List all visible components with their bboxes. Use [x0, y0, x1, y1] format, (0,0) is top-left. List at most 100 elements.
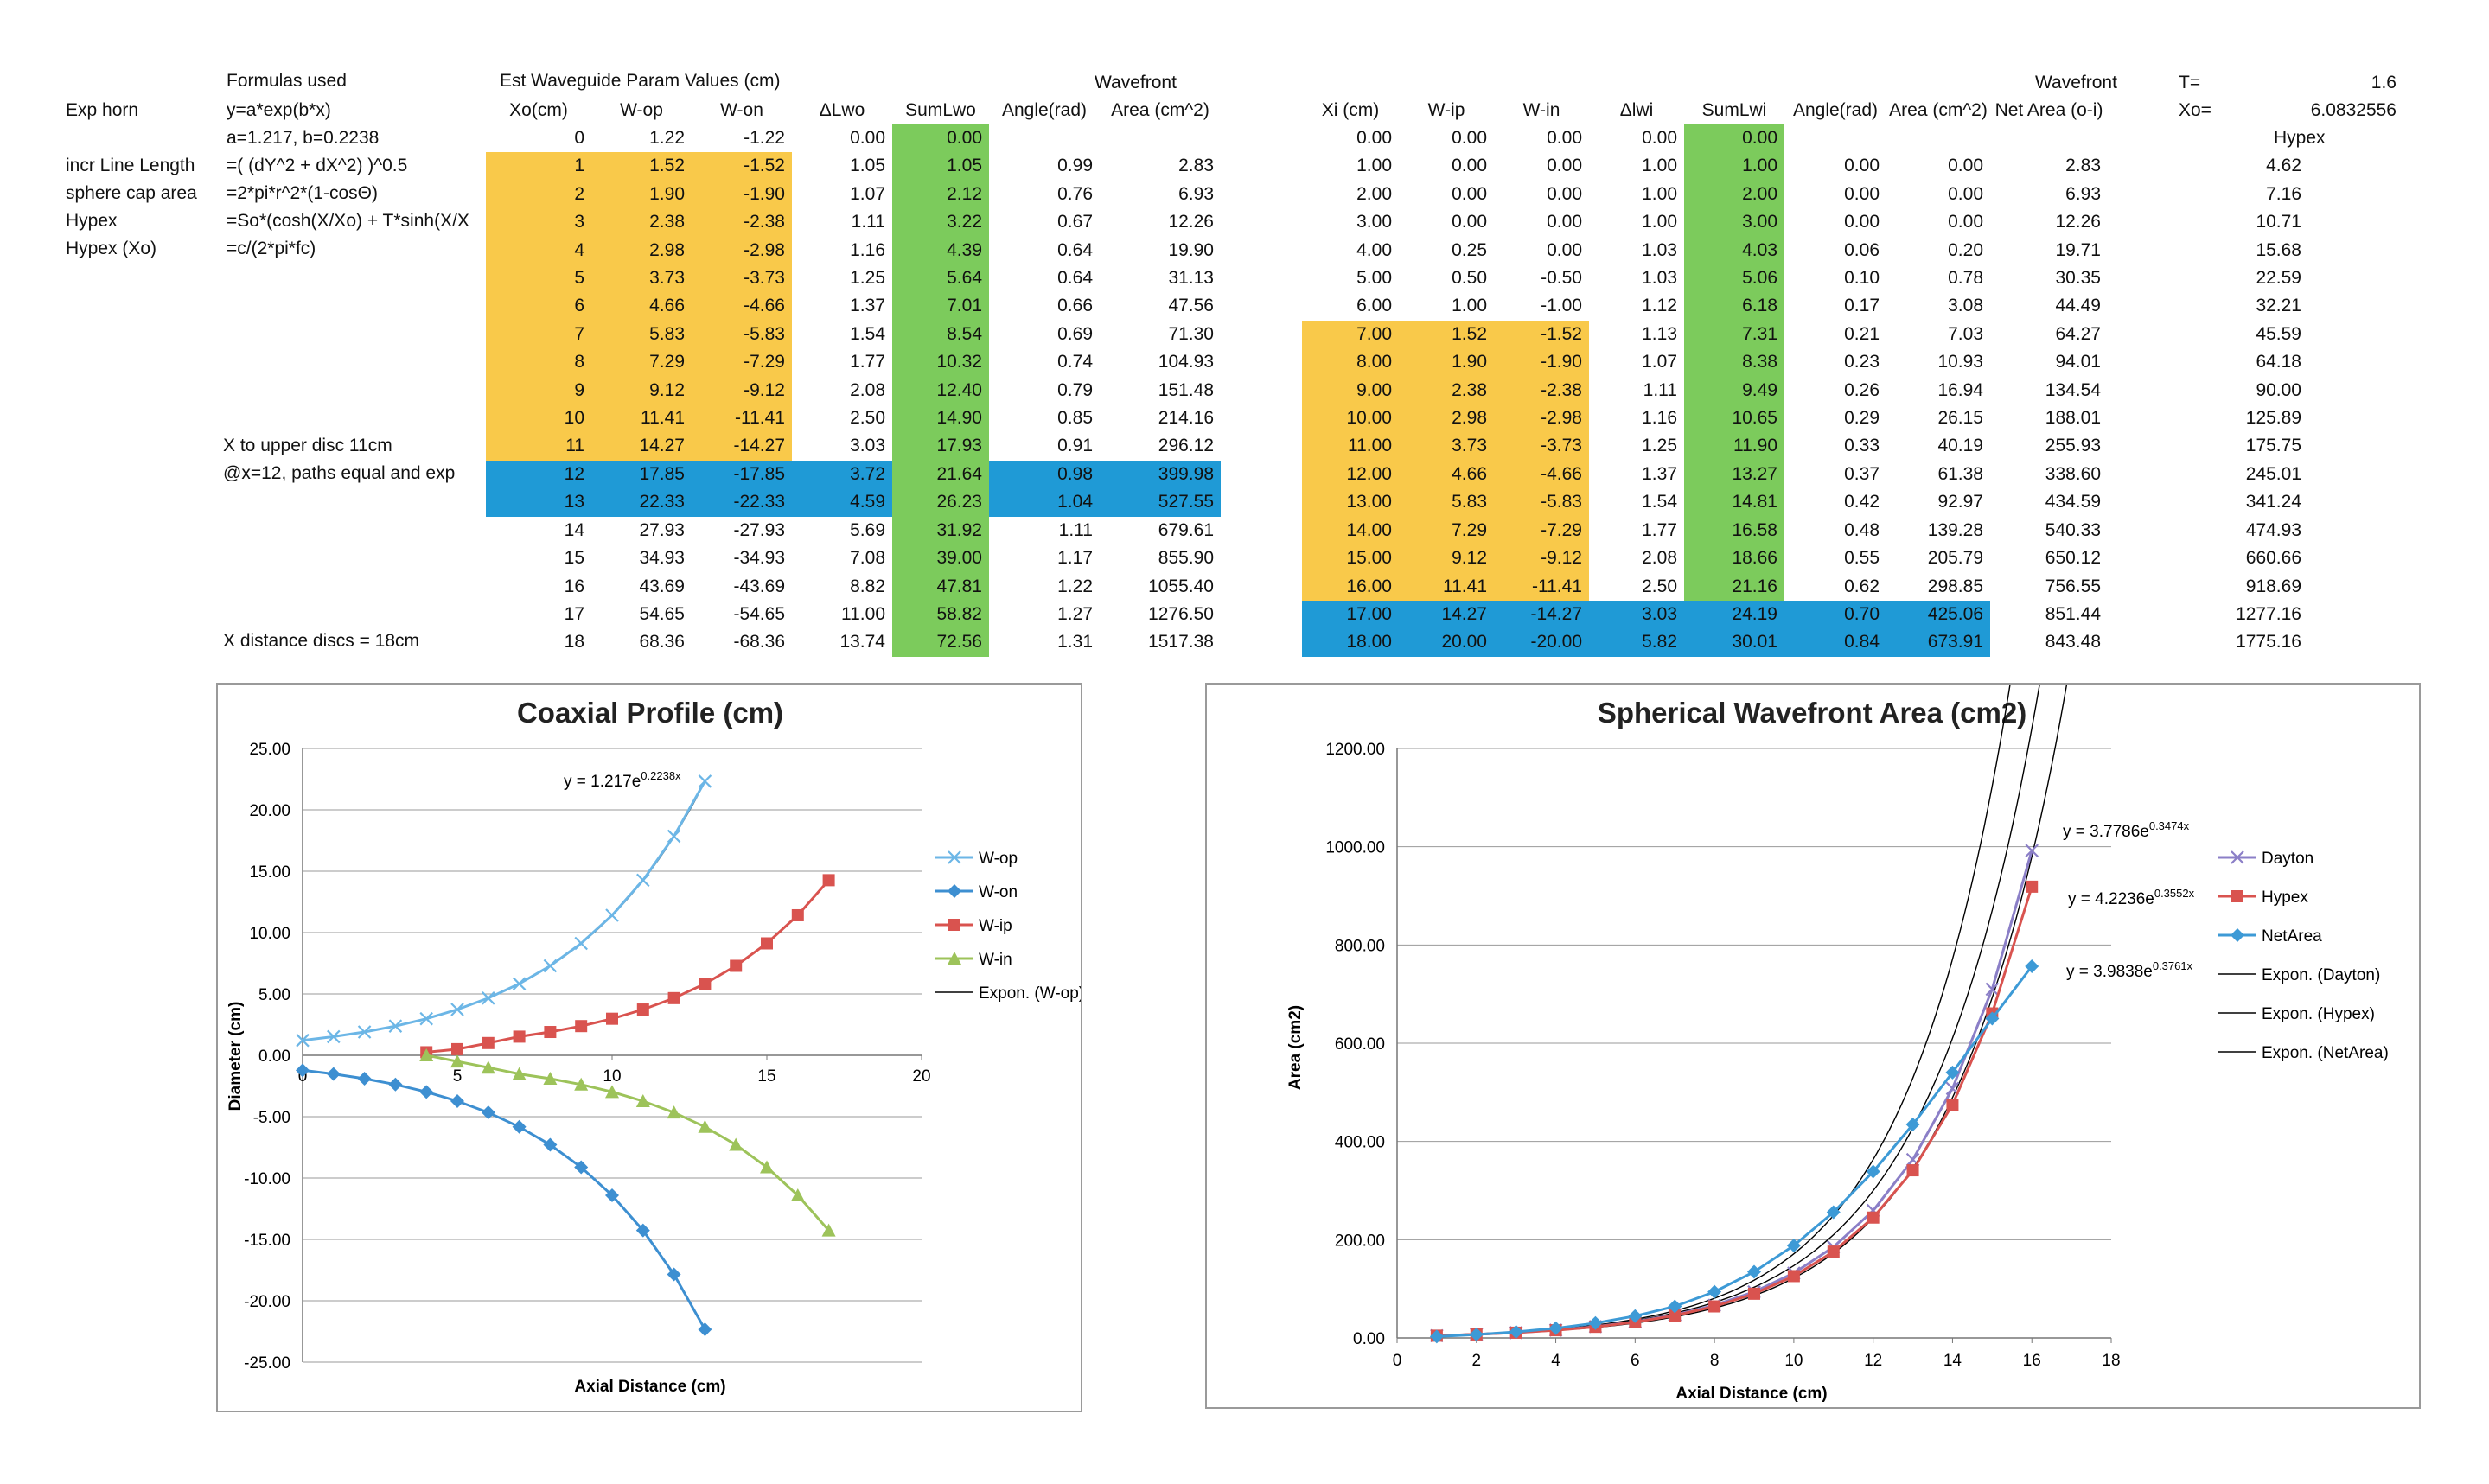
- table-cell: -43.69: [733, 576, 785, 596]
- series-line-w-op: [302, 780, 706, 1042]
- table-cell: 32.21: [2256, 296, 2301, 316]
- table-cell: 68.36: [639, 632, 685, 653]
- table-cell: 39.00: [892, 545, 989, 573]
- x-tick-label: 20: [912, 1067, 930, 1086]
- table-cell: 0.50: [1452, 268, 1487, 289]
- table-cell: -1.52: [1494, 320, 1589, 349]
- data-point: [1707, 1284, 1722, 1299]
- table-cell: -68.36: [733, 632, 785, 653]
- table-cell: 134.54: [2045, 379, 2101, 400]
- table-cell: -4.66: [692, 292, 792, 321]
- data-point: [1548, 1321, 1563, 1335]
- table-cell: 13.00: [1302, 488, 1399, 517]
- y-tick-label: 200.00: [1335, 1232, 1385, 1250]
- legend-marker: [948, 850, 961, 864]
- table-cell: -4.66: [1494, 460, 1589, 489]
- table-cell: 474.93: [2245, 519, 2301, 540]
- data-point: [635, 1223, 650, 1238]
- data-point: [481, 1105, 495, 1120]
- table-cell: 18.66: [1684, 545, 1784, 573]
- table-cell: 540.33: [2045, 519, 2101, 540]
- table-cell: 1.11: [1643, 379, 1677, 400]
- table-cell: 650.12: [2045, 548, 2101, 569]
- note-upper-disc: X to upper disc 11cm: [223, 436, 392, 455]
- table-row: 9 9.12 -9.12 2.08 12.40 0.79 151.48: [486, 376, 1221, 405]
- table-cell: 5.69: [850, 519, 885, 540]
- series-line-w-in: [425, 1054, 830, 1232]
- table-row: 16 43.69 -43.69 8.82 47.81 1.22 1055.40: [486, 572, 1221, 601]
- table-cell: 11: [486, 432, 591, 461]
- table-cell: 8.00: [1302, 348, 1399, 377]
- data-point: [419, 1011, 433, 1026]
- data-point: [605, 908, 619, 922]
- x-tick-label: 16: [2023, 1352, 2041, 1370]
- table-cell: 6.93: [2065, 183, 2101, 204]
- table-cell: 44.49: [2055, 296, 2101, 316]
- table-cell: 14.27: [1399, 600, 1494, 629]
- table-cell: 2.98: [1399, 404, 1494, 433]
- data-point: [419, 1048, 434, 1061]
- table-cell: 9: [486, 376, 591, 405]
- table-cell: 12.26: [1168, 212, 1214, 232]
- table-row: 14 27.93 -27.93 5.69 31.92 1.11 679.61: [486, 516, 1221, 545]
- table-cell: 11.00: [841, 603, 885, 624]
- table-cell: 2.50: [1642, 576, 1677, 596]
- table-cell: -17.85: [692, 460, 792, 489]
- table-cell: 0.00: [1547, 156, 1582, 176]
- x-tick-label: 10: [603, 1067, 621, 1086]
- table-cell: [2108, 124, 2308, 152]
- table-row: 10.00 2.98 -2.98 1.16 10.65 0.29 26.15 188.01 12…: [1302, 404, 2308, 433]
- data-point: [1747, 1264, 1761, 1279]
- table-cell: 151.48: [1158, 379, 1214, 400]
- table-cell: 4.66: [1399, 460, 1494, 489]
- table-cell: 125.89: [2245, 408, 2301, 429]
- table-cell: 1.00: [1642, 156, 1677, 176]
- table-cell: 8: [486, 348, 591, 377]
- table-cell: 71.30: [1168, 323, 1214, 344]
- table-cell: 0.98: [989, 460, 1100, 489]
- table-cell: 4.39: [892, 236, 989, 265]
- table-cell: 0.25: [1452, 239, 1487, 260]
- table-cell: 7.00: [1302, 320, 1399, 349]
- table-cell: 1.00: [1684, 152, 1784, 181]
- table-row: 14.00 7.29 -7.29 1.77 16.58 0.48 139.28 540.33 4…: [1302, 516, 2308, 545]
- data-point: [1946, 1099, 1959, 1111]
- table-cell: 0.74: [1057, 352, 1093, 373]
- y-tick-label: 600.00: [1335, 1035, 1385, 1054]
- y-tick-label: 15.00: [249, 863, 290, 882]
- x-tick-label: 5: [453, 1067, 463, 1086]
- note-formula: y=a*exp(b*x): [227, 100, 331, 120]
- y-tick-label: -25.00: [244, 1354, 290, 1373]
- table-cell: 8.54: [892, 320, 989, 349]
- table-cell: 0.64: [1057, 268, 1093, 289]
- trendline-equation: y = 1.217e0.2238x: [564, 769, 681, 791]
- table-cell: 1.90: [591, 180, 692, 209]
- table-cell: 0.26: [1844, 379, 1880, 400]
- note-name: Hypex: [66, 211, 118, 231]
- data-point: [1469, 1328, 1484, 1342]
- table-row: 2 1.90 -1.90 1.07 2.12 0.76 6.93: [486, 180, 1221, 209]
- trendline: [1436, 685, 2068, 1336]
- table-cell: 2.83: [2065, 156, 2101, 176]
- note-formula: =( (dY^2 + dX^2) )^0.5: [227, 156, 408, 175]
- table-cell: 0.33: [1844, 436, 1880, 456]
- xo-value: 6.0832556: [2310, 100, 2396, 120]
- table-row: 3.00 0.00 0.00 1.00 3.00 0.00 0.00 12.26 10.71: [1302, 208, 2308, 237]
- table-row: 4.00 0.25 0.00 1.03 4.03 0.06 0.20 19.71 15.68: [1302, 236, 2308, 265]
- table-cell: 16.58: [1684, 516, 1784, 545]
- table-cell: 0.91: [1057, 436, 1093, 456]
- y-tick-label: 400.00: [1335, 1134, 1385, 1152]
- data-point: [1588, 1315, 1603, 1330]
- y-axis-label: Area (cm2): [1286, 1005, 1305, 1090]
- data-point: [575, 1020, 588, 1033]
- table-row: 9.00 2.38 -2.38 1.11 9.49 0.26 16.94 134.54 90.0…: [1302, 376, 2308, 405]
- data-point: [357, 1025, 372, 1039]
- table-cell: -34.93: [733, 548, 785, 569]
- x-tick-label: 8: [1710, 1352, 1720, 1370]
- outer-col-header: Angle(rad): [1001, 100, 1088, 120]
- table-row: 12.00 4.66 -4.66 1.37 13.27 0.37 61.38 338.60 24…: [1302, 460, 2308, 489]
- table-cell: -3.73: [1494, 432, 1589, 461]
- table-row: 3 2.38 -2.38 1.11 3.22 0.67 12.26: [486, 208, 1221, 237]
- legend-entry: W-op: [979, 850, 1018, 868]
- table-cell: 1.54: [1642, 492, 1677, 513]
